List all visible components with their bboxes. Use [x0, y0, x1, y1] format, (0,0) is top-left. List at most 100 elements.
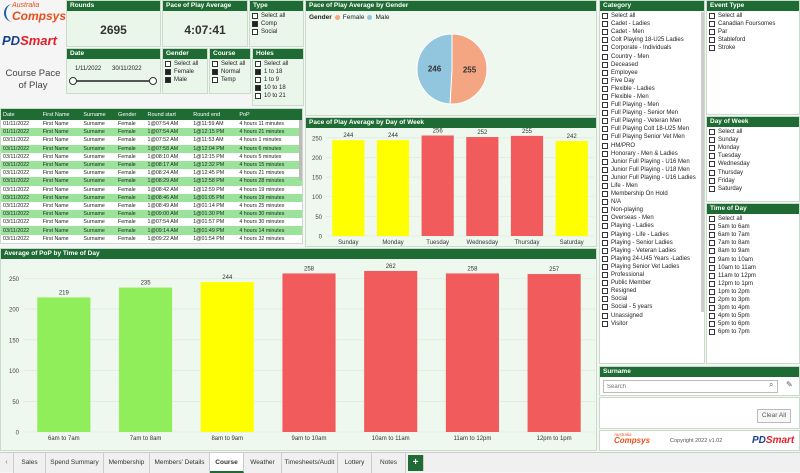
- checkbox[interactable]: [602, 85, 608, 92]
- filter-option[interactable]: Playing Senior Vet Ladies: [602, 263, 702, 271]
- filter-option[interactable]: Stroke: [709, 44, 797, 52]
- checkbox[interactable]: [602, 13, 608, 20]
- filter-option[interactable]: Select all: [709, 128, 797, 136]
- filter-option[interactable]: 3pm to 4pm: [709, 304, 797, 312]
- column-header[interactable]: First Name: [40, 109, 82, 120]
- filter-option[interactable]: Select all: [252, 12, 301, 20]
- bar[interactable]: [527, 274, 581, 432]
- checkbox[interactable]: [709, 145, 715, 152]
- filter-option[interactable]: Select all: [255, 60, 301, 68]
- checkbox[interactable]: [709, 21, 715, 28]
- checkbox[interactable]: [602, 263, 608, 270]
- checkbox[interactable]: [602, 45, 608, 52]
- checkbox[interactable]: [602, 280, 608, 287]
- filter-option[interactable]: 8am to 9am: [709, 247, 797, 255]
- checkbox[interactable]: [165, 69, 171, 76]
- checkbox[interactable]: [709, 313, 715, 320]
- checkbox[interactable]: [602, 102, 608, 109]
- checkbox[interactable]: [602, 255, 608, 262]
- filter-option[interactable]: Stableford: [709, 36, 797, 44]
- tab-weather[interactable]: Weather: [244, 453, 282, 473]
- filter-option[interactable]: 4pm to 5pm: [709, 312, 797, 320]
- tab-sales[interactable]: Sales: [14, 453, 46, 473]
- filter-option[interactable]: Honorary - Men & Ladies: [602, 150, 702, 158]
- checkbox[interactable]: [709, 177, 715, 184]
- filter-option[interactable]: 10am to 11am: [709, 264, 797, 272]
- checkbox[interactable]: [255, 69, 261, 76]
- checkbox[interactable]: [602, 110, 608, 117]
- filter-option[interactable]: Canadian Foursomes: [709, 20, 797, 28]
- bar[interactable]: [282, 273, 336, 432]
- checkbox[interactable]: [212, 61, 218, 68]
- filter-option[interactable]: Par: [709, 28, 797, 36]
- bar[interactable]: [510, 135, 544, 236]
- checkbox[interactable]: [709, 321, 715, 328]
- eraser-icon[interactable]: ✎: [786, 380, 793, 389]
- add-tab-button[interactable]: +: [408, 455, 424, 471]
- filter-option[interactable]: Full Playing - Senior Men: [602, 109, 702, 117]
- filter-option[interactable]: Male: [165, 76, 205, 84]
- checkbox[interactable]: [709, 185, 715, 192]
- checkbox[interactable]: [252, 29, 258, 36]
- filter-option[interactable]: Select all: [212, 60, 248, 68]
- checkbox[interactable]: [709, 169, 715, 176]
- checkbox[interactable]: [602, 21, 608, 28]
- filter-option[interactable]: Employee: [602, 69, 702, 77]
- date-slider[interactable]: [73, 80, 155, 82]
- column-header[interactable]: Surname: [81, 109, 117, 120]
- filter-option[interactable]: Junior Full Playing - U16 Ladies: [602, 174, 702, 182]
- filter-option[interactable]: Overseas - Men: [602, 214, 702, 222]
- filter-option[interactable]: Wednesday: [709, 160, 797, 168]
- surname-search-input[interactable]: [603, 380, 778, 393]
- filter-option[interactable]: Saturday: [709, 185, 797, 193]
- checkbox[interactable]: [709, 224, 715, 231]
- checkbox[interactable]: [602, 93, 608, 100]
- checkbox[interactable]: [212, 69, 218, 76]
- filter-option[interactable]: Thursday: [709, 168, 797, 176]
- checkbox[interactable]: [709, 216, 715, 223]
- filter-option[interactable]: Select all: [165, 60, 205, 68]
- bar[interactable]: [555, 140, 588, 236]
- pie-slice-female[interactable]: [449, 33, 488, 105]
- checkbox[interactable]: [252, 13, 258, 20]
- checkbox[interactable]: [602, 174, 608, 181]
- checkbox[interactable]: [602, 158, 608, 165]
- filter-option[interactable]: Visitor: [602, 320, 702, 328]
- filter-option[interactable]: 1 to 9: [255, 76, 301, 84]
- filter-option[interactable]: Full Playing Senior Vet Men: [602, 133, 702, 141]
- filter-option[interactable]: Flexible - Ladies: [602, 85, 702, 93]
- filter-option[interactable]: Junior Full Playing - U16 Men: [602, 158, 702, 166]
- checkbox[interactable]: [602, 320, 608, 327]
- checkbox[interactable]: [602, 223, 608, 230]
- date-to[interactable]: 30/11/2022: [112, 66, 142, 72]
- filter-option[interactable]: Select all: [602, 12, 702, 20]
- table-row[interactable]: 03/11/2022 First Name Surname Female 1@08:10…: [1, 153, 302, 161]
- checkbox[interactable]: [602, 150, 608, 157]
- filter-option[interactable]: Full Playing Colt 18-U25 Men: [602, 125, 702, 133]
- checkbox[interactable]: [709, 256, 715, 263]
- filter-option[interactable]: Social: [602, 295, 702, 303]
- filter-option[interactable]: Female: [165, 68, 205, 76]
- checkbox[interactable]: [602, 166, 608, 173]
- filter-option[interactable]: 10 to 18: [255, 84, 301, 92]
- filter-option[interactable]: N/A: [602, 198, 702, 206]
- filter-option[interactable]: Corporate - Individuals: [602, 44, 702, 52]
- checkbox[interactable]: [709, 248, 715, 255]
- checkbox[interactable]: [602, 53, 608, 60]
- checkbox[interactable]: [709, 305, 715, 312]
- column-header[interactable]: Round start: [145, 109, 192, 120]
- filter-option[interactable]: Cadet - Men: [602, 28, 702, 36]
- checkbox[interactable]: [709, 29, 715, 36]
- checkbox[interactable]: [602, 191, 608, 198]
- filter-option[interactable]: Social: [252, 28, 301, 36]
- date-from[interactable]: 1/11/2022: [75, 66, 102, 72]
- table-row[interactable]: 01/11/2022 First Name Surname Female 1@07:54…: [1, 120, 302, 128]
- filter-option[interactable]: Life - Men: [602, 182, 702, 190]
- checkbox[interactable]: [709, 288, 715, 295]
- filter-option[interactable]: 6pm to 7pm: [709, 328, 797, 336]
- filter-option[interactable]: 2pm to 3pm: [709, 296, 797, 304]
- column-header[interactable]: PoP: [237, 109, 302, 120]
- checkbox[interactable]: [602, 231, 608, 238]
- tab-timesheets-audit[interactable]: Timesheets/Audit: [282, 453, 338, 473]
- table-row[interactable]: 03/11/2022 First Name Surname Female 1@09:22…: [1, 235, 302, 243]
